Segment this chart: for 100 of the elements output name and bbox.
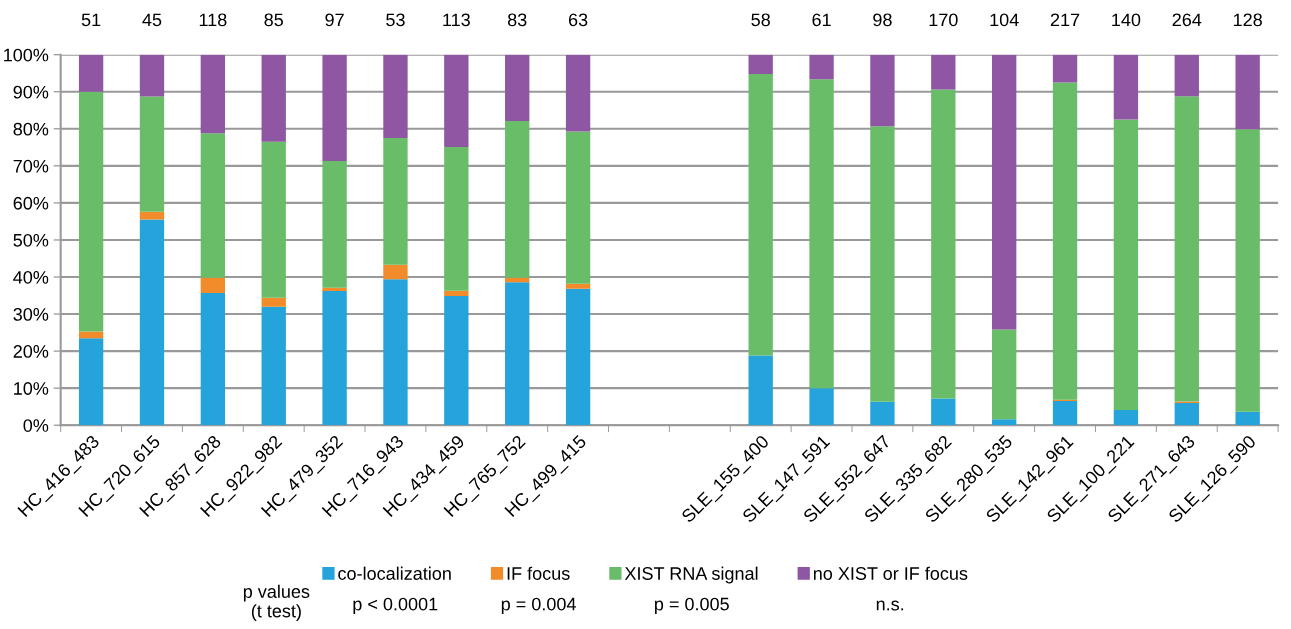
bar (870, 401, 895, 426)
y-tick-label: 70% (13, 159, 49, 173)
bar (565, 54, 591, 132)
text: 61 (812, 13, 831, 27)
bar (870, 54, 895, 127)
y-tick-label: 20% (13, 345, 49, 358)
bar (870, 126, 895, 402)
text: p = 0.005 (655, 597, 729, 615)
bar (1235, 411, 1260, 426)
text: 118 (199, 13, 227, 27)
bar (505, 121, 530, 278)
bar (505, 54, 530, 122)
bar (748, 355, 773, 426)
bar (505, 282, 530, 426)
bar (78, 91, 104, 332)
text: n.s. (876, 600, 904, 611)
text: p < 0.0001 (353, 597, 438, 615)
bar (139, 211, 165, 220)
text: 264 (1172, 13, 1202, 27)
bar (261, 54, 286, 142)
bar (383, 279, 408, 426)
bar (139, 54, 165, 97)
bar (809, 54, 834, 80)
text: 85 (264, 13, 284, 27)
bar (931, 89, 956, 399)
bar (1174, 54, 1199, 97)
bar (565, 283, 591, 289)
bar (1235, 129, 1260, 412)
text: 170 (929, 13, 958, 27)
bar (78, 54, 104, 92)
legend-label: co-localization (338, 566, 451, 580)
bar (261, 306, 286, 426)
text: 104 (990, 13, 1019, 27)
bar (444, 146, 469, 291)
y-tick-label: 90% (13, 85, 49, 99)
text: 51 (81, 13, 101, 27)
text: p = 0.004 (501, 597, 576, 615)
y-tick-label: 0% (23, 419, 49, 432)
bar (383, 54, 408, 139)
bar (1235, 54, 1260, 130)
bar (261, 141, 286, 298)
y-tick-label: 50% (13, 233, 49, 247)
text: 97 (325, 13, 344, 27)
bar (78, 331, 104, 339)
bar (322, 161, 347, 288)
bar (200, 133, 226, 278)
y-tick-label: 80% (13, 122, 49, 136)
text: 98 (873, 13, 892, 27)
bar (444, 54, 469, 147)
bar (322, 287, 347, 292)
bar (992, 419, 1017, 426)
bar (200, 277, 226, 293)
text: 53 (386, 13, 405, 27)
bar (322, 54, 347, 162)
y-tick-label: 60% (13, 196, 49, 210)
bar (1052, 54, 1078, 83)
text: 113 (443, 13, 470, 27)
bar (1113, 54, 1139, 120)
bar (139, 219, 165, 426)
text: 58 (751, 13, 770, 27)
text: 45 (142, 13, 162, 27)
text: 128 (1233, 13, 1262, 27)
text: 140 (1112, 13, 1141, 27)
bar (1113, 410, 1139, 426)
bar (992, 329, 1017, 420)
bar (931, 54, 956, 90)
y-tick-label: 10% (14, 382, 49, 395)
bar (748, 54, 773, 74)
bar (444, 295, 469, 426)
bar (1113, 119, 1139, 411)
bar (565, 131, 591, 284)
text: p values (t test) (243, 584, 310, 621)
bar (383, 138, 408, 265)
legend-label: IF focus (507, 566, 570, 580)
y-tick-label: 30% (13, 307, 49, 321)
bar (1174, 402, 1199, 426)
bar (809, 79, 834, 389)
bar (383, 264, 408, 280)
text: 83 (507, 13, 527, 27)
text: 63 (568, 13, 588, 27)
legend-label: XIST RNA signal (624, 566, 758, 584)
bar (565, 288, 591, 426)
text: 217 (1050, 13, 1080, 27)
bar (322, 291, 347, 426)
bar (931, 398, 956, 426)
bar (992, 54, 1017, 330)
y-tick-label: 40% (13, 270, 49, 284)
bar (200, 54, 226, 134)
bar (1052, 82, 1078, 400)
bar (444, 290, 469, 296)
bar (200, 292, 226, 426)
y-tick-label: 100% (4, 48, 49, 62)
bar (261, 297, 286, 307)
bar (1052, 401, 1078, 426)
legend-label: no XIST or IF focus (813, 566, 968, 580)
bar (139, 96, 165, 212)
bar (809, 388, 834, 426)
bar (78, 338, 104, 426)
bar (748, 73, 773, 356)
bar (1174, 96, 1199, 402)
